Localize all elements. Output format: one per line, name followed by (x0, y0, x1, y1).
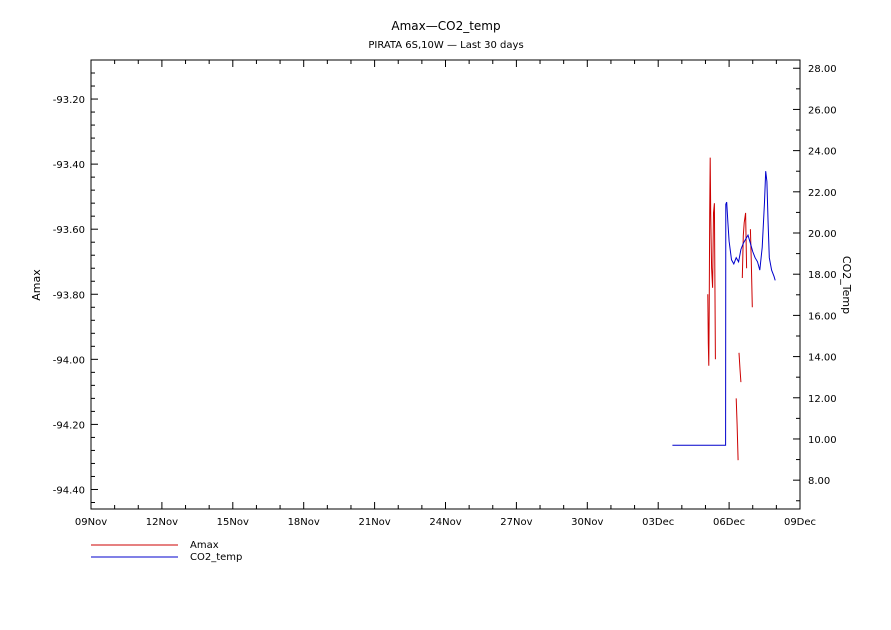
chart-subtitle: PIRATA 6S,10W — Last 30 days (368, 40, 523, 51)
legend-label: CO2_temp (190, 552, 242, 563)
x-tick-label: 09Dec (784, 517, 816, 528)
y-right-tick-label: 14.00 (808, 353, 837, 364)
plot-frame (90, 59, 801, 510)
series-line-amax (741, 212, 748, 279)
y-right-tick-label: 12.00 (808, 394, 837, 405)
series-line-amax (735, 398, 739, 461)
legend-label: Amax (190, 540, 219, 551)
y-right-tick-label: 8.00 (808, 476, 830, 487)
y-left-tick-label: -94.20 (53, 420, 85, 431)
y-left-axis-label: Amax (30, 269, 43, 301)
x-tick-label: 24Nov (429, 517, 461, 528)
x-tick-label: 30Nov (571, 517, 603, 528)
series-line-amax (707, 157, 716, 366)
y-right-tick-label: 28.00 (808, 64, 837, 75)
series-line-amax (749, 229, 753, 308)
y-right-tick-label: 24.00 (808, 147, 837, 158)
x-tick-label: 03Dec (642, 517, 674, 528)
x-tick-label: 06Dec (713, 517, 745, 528)
y-right-tick-label: 20.00 (808, 229, 837, 240)
y-right-tick-label: 10.00 (808, 435, 837, 446)
y-right-axis-label: CO2_Temp (840, 256, 853, 314)
x-tick-label: 27Nov (500, 517, 532, 528)
chart-title: Amax—CO2_temp (391, 19, 500, 33)
x-tick-label: 18Nov (288, 517, 320, 528)
y-left-tick-label: -93.20 (53, 95, 85, 106)
x-tick-label: 12Nov (146, 517, 178, 528)
y-left-tick-label: -93.80 (53, 290, 85, 301)
x-tick-label: 15Nov (217, 517, 249, 528)
x-tick-label: 21Nov (358, 517, 390, 528)
y-left-tick-label: -93.40 (53, 160, 85, 171)
y-right-tick-label: 22.00 (808, 188, 837, 199)
series-line-amax (738, 352, 742, 383)
x-tick-label: 09Nov (75, 517, 107, 528)
y-right-tick-label: 26.00 (808, 105, 837, 116)
y-right-tick-label: 18.00 (808, 270, 837, 281)
y-left-tick-label: -93.60 (53, 225, 85, 236)
series-line-co2-temp (672, 171, 776, 446)
y-left-tick-label: -94.00 (53, 355, 85, 366)
y-right-tick-label: 16.00 (808, 311, 837, 322)
y-left-tick-label: -94.40 (53, 485, 85, 496)
